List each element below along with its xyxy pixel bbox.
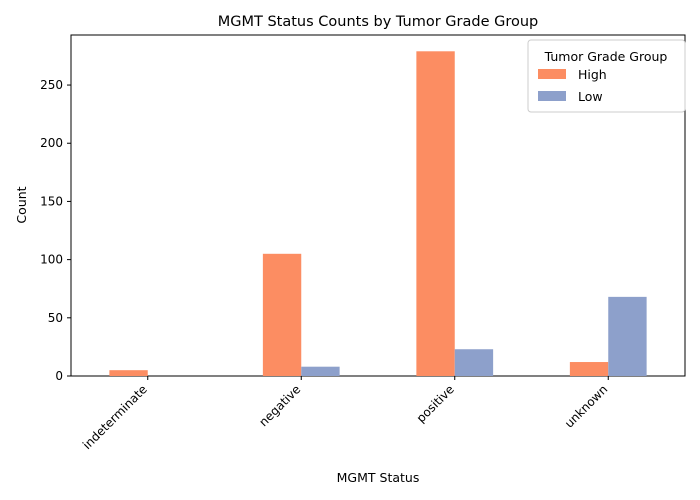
x-axis: indeterminate negative positive unknown	[80, 376, 610, 452]
bar-high-unknown	[569, 362, 609, 376]
y-tick-label: 200	[40, 136, 63, 150]
axes-frame	[70, 34, 686, 377]
x-tick-label-positive: positive	[414, 382, 457, 425]
bar-high-positive	[416, 51, 455, 376]
y-tick-label: 250	[40, 78, 63, 92]
bar-high-indeterminate	[109, 370, 148, 376]
y-axis: 0 50 100 150 200 250	[40, 78, 71, 383]
legend-swatch-low	[538, 91, 566, 101]
legend-label-high: High	[578, 67, 607, 82]
x-axis-label: MGMT Status	[337, 470, 420, 485]
plot-area	[70, 34, 686, 377]
bar-low-negative	[301, 366, 340, 376]
bar-low-positive	[454, 349, 494, 376]
y-axis-label: Count	[14, 186, 29, 223]
y-tick-label: 50	[48, 311, 63, 325]
x-tick-label-negative: negative	[256, 382, 303, 429]
legend-title: Tumor Grade Group	[544, 49, 668, 64]
bar-low-unknown	[608, 296, 647, 376]
x-tick-label-indeterminate: indeterminate	[80, 382, 150, 452]
bar-high-negative	[262, 253, 302, 376]
legend: Tumor Grade Group High Low	[527, 39, 686, 113]
legend-label-low: Low	[578, 89, 603, 104]
y-tick-label: 150	[40, 194, 63, 208]
y-tick-label: 0	[55, 369, 63, 383]
legend-frame	[527, 39, 686, 113]
y-tick-label: 100	[40, 253, 63, 267]
bars	[109, 51, 647, 376]
chart-title: MGMT Status Counts by Tumor Grade Group	[218, 14, 539, 30]
legend-swatch-high	[538, 69, 566, 79]
x-tick-label-unknown: unknown	[562, 382, 610, 430]
